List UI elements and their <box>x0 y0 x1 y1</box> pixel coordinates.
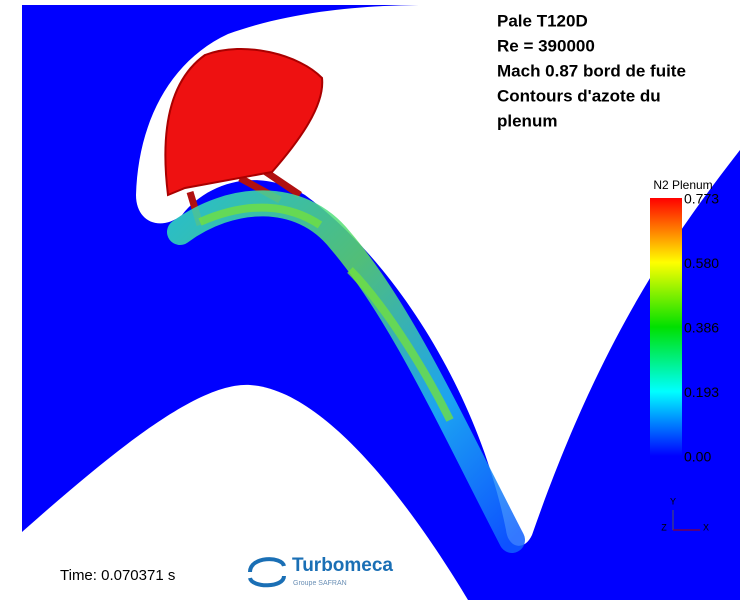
time-label: Time: 0.070371 s <box>60 567 175 584</box>
legend-tick-label: 0.386 <box>684 320 719 336</box>
info-line: Contours d'azote du <box>497 86 661 105</box>
triad-label: X <box>703 522 709 532</box>
triad-label: Z <box>661 522 667 532</box>
legend-tick-label: 0.00 <box>684 449 711 465</box>
color-bar <box>650 198 682 456</box>
legend-tick-label: 0.580 <box>684 255 719 271</box>
render-view: N2 Plenum 0.7730.5800.3860.1930.00 Pale … <box>0 0 744 605</box>
page: {"info": {"lines": ["Pale T120D", "Re = … <box>0 0 744 605</box>
logo: Turbomeca <box>292 555 393 576</box>
logo-subtitle: Groupe SAFRAN <box>293 580 347 587</box>
info-line: Mach 0.87 bord de fuite <box>497 61 686 80</box>
info-line: plenum <box>497 111 557 130</box>
triad-label: Y <box>670 496 676 506</box>
legend-tick-label: 0.193 <box>684 384 719 400</box>
info-line: Pale T120D <box>497 11 588 30</box>
info-line: Re = 390000 <box>497 36 595 55</box>
legend-tick-label: 0.773 <box>684 191 719 207</box>
